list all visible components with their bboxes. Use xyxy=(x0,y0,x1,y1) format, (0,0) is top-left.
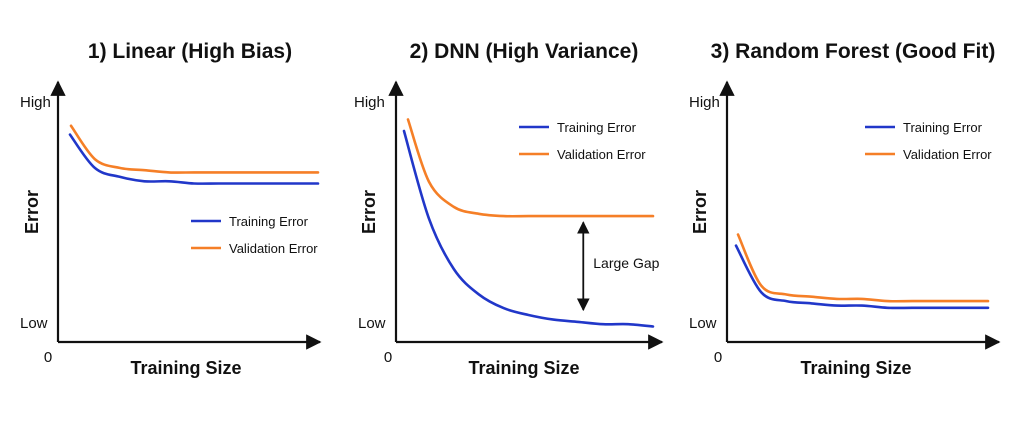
legend-label: Training Error xyxy=(557,120,637,135)
series-line-validation-error xyxy=(69,124,320,174)
x-origin-label: 0 xyxy=(714,349,722,366)
y-tick-label-high: High xyxy=(20,94,51,111)
y-tick-label-low: Low xyxy=(689,315,717,332)
chart-panel-1: 1) Linear (High Bias) High Low 0 Error Traini… xyxy=(20,40,322,378)
y-axis-label: Error xyxy=(22,190,42,234)
series-line-training-error xyxy=(402,129,655,328)
gap-annotation: Large Gap xyxy=(593,255,659,271)
x-axis-label: Training Size xyxy=(130,358,241,378)
x-origin-label: 0 xyxy=(384,349,392,366)
series-line-validation-error xyxy=(736,233,990,303)
series-line-training-error xyxy=(68,133,320,185)
y-axis-label: Error xyxy=(359,190,379,234)
series-line-validation-error xyxy=(406,118,655,218)
y-tick-label-high: High xyxy=(354,94,385,111)
y-tick-label-low: Low xyxy=(358,315,386,332)
legend-label: Validation Error xyxy=(557,147,646,162)
chart-title: 1) Linear (High Bias) xyxy=(88,40,292,63)
y-tick-label-low: Low xyxy=(20,315,48,332)
y-tick-label-high: High xyxy=(689,94,720,111)
legend-label: Training Error xyxy=(903,120,983,135)
x-origin-label: 0 xyxy=(44,349,52,366)
chart-panel-3: 3) Random Forest (Good Fit) High Low 0 Error… xyxy=(689,40,1001,378)
legend-label: Validation Error xyxy=(229,241,318,256)
series-line-training-error xyxy=(734,244,990,310)
y-axis-label: Error xyxy=(690,190,710,234)
chart-title: 2) DNN (High Variance) xyxy=(410,40,639,63)
legend-label: Training Error xyxy=(229,214,309,229)
legend-label: Validation Error xyxy=(903,147,992,162)
chart-panel-2: 2) DNN (High Variance) High Low 0 Error Train… xyxy=(354,40,664,378)
x-axis-label: Training Size xyxy=(468,358,579,378)
chart-title: 3) Random Forest (Good Fit) xyxy=(711,40,996,63)
x-axis-label: Training Size xyxy=(800,358,911,378)
